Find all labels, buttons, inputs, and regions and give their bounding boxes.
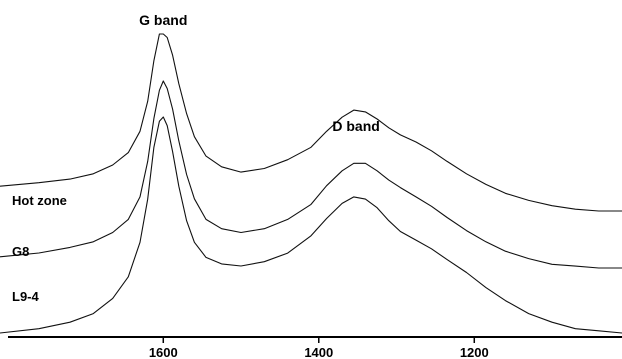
d-band-annotation: D band <box>332 118 379 134</box>
series-line-hot-zone <box>0 33 622 212</box>
x-axis-ticks <box>162 337 476 343</box>
g-band-annotation: G band <box>139 12 187 28</box>
series-line-g8 <box>0 80 622 269</box>
series-label-g8: G8 <box>12 244 29 259</box>
x-tick-label: 1400 <box>304 345 333 359</box>
series-line-l9-4 <box>0 116 622 334</box>
x-tick-label: 1200 <box>460 345 489 359</box>
x-axis-tick-labels: 1600 1400 1200 <box>149 345 489 359</box>
plot-area <box>0 33 622 334</box>
series-label-l9-4: L9-4 <box>12 289 40 304</box>
x-tick-label: 1600 <box>149 345 178 359</box>
series-label-hot-zone: Hot zone <box>12 193 67 208</box>
